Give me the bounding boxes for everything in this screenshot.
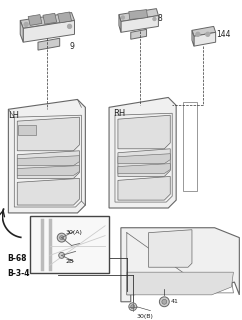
Circle shape: [159, 297, 169, 307]
Text: 30(B): 30(B): [137, 314, 154, 319]
Ellipse shape: [57, 160, 73, 173]
Text: 8: 8: [157, 13, 162, 23]
Polygon shape: [17, 178, 79, 205]
Polygon shape: [20, 20, 23, 42]
Polygon shape: [119, 14, 121, 32]
Polygon shape: [23, 20, 75, 42]
Circle shape: [57, 233, 66, 242]
Polygon shape: [121, 16, 159, 32]
Polygon shape: [8, 100, 85, 213]
Polygon shape: [129, 10, 148, 20]
Polygon shape: [43, 13, 57, 24]
Polygon shape: [119, 9, 159, 21]
Circle shape: [196, 32, 200, 36]
Polygon shape: [118, 164, 170, 173]
Polygon shape: [17, 165, 79, 175]
Circle shape: [68, 24, 72, 28]
Circle shape: [131, 305, 135, 309]
Polygon shape: [118, 149, 170, 176]
Circle shape: [121, 16, 124, 19]
Circle shape: [153, 18, 156, 20]
Polygon shape: [17, 156, 79, 165]
Text: 30(A): 30(A): [66, 230, 83, 235]
Polygon shape: [17, 117, 79, 151]
Ellipse shape: [151, 159, 165, 170]
Polygon shape: [192, 30, 194, 46]
Circle shape: [24, 22, 28, 26]
Polygon shape: [118, 115, 170, 149]
Polygon shape: [58, 12, 72, 23]
Circle shape: [162, 299, 167, 304]
Ellipse shape: [53, 157, 76, 176]
Text: B-3-4: B-3-4: [8, 269, 30, 278]
Polygon shape: [194, 32, 216, 46]
Circle shape: [60, 236, 64, 240]
Polygon shape: [17, 151, 79, 178]
Circle shape: [206, 32, 210, 36]
Circle shape: [59, 252, 65, 258]
Polygon shape: [20, 12, 75, 28]
Bar: [30, 216, 109, 273]
Text: 41: 41: [170, 299, 178, 304]
Polygon shape: [121, 228, 239, 302]
Polygon shape: [192, 26, 216, 36]
Polygon shape: [131, 29, 147, 39]
Text: 144: 144: [217, 30, 231, 39]
Text: B-68: B-68: [8, 254, 27, 263]
Ellipse shape: [148, 156, 169, 173]
Bar: [183, 102, 197, 191]
Polygon shape: [118, 176, 170, 200]
Polygon shape: [149, 230, 192, 267]
Polygon shape: [38, 38, 60, 50]
Text: LH: LH: [8, 111, 19, 120]
Polygon shape: [118, 154, 170, 164]
Polygon shape: [28, 14, 42, 25]
Text: 2B: 2B: [66, 259, 74, 264]
Text: RH: RH: [113, 109, 125, 118]
Polygon shape: [18, 125, 36, 135]
Circle shape: [129, 303, 137, 311]
Text: 9: 9: [69, 42, 75, 51]
Polygon shape: [109, 98, 176, 208]
Polygon shape: [127, 272, 234, 295]
